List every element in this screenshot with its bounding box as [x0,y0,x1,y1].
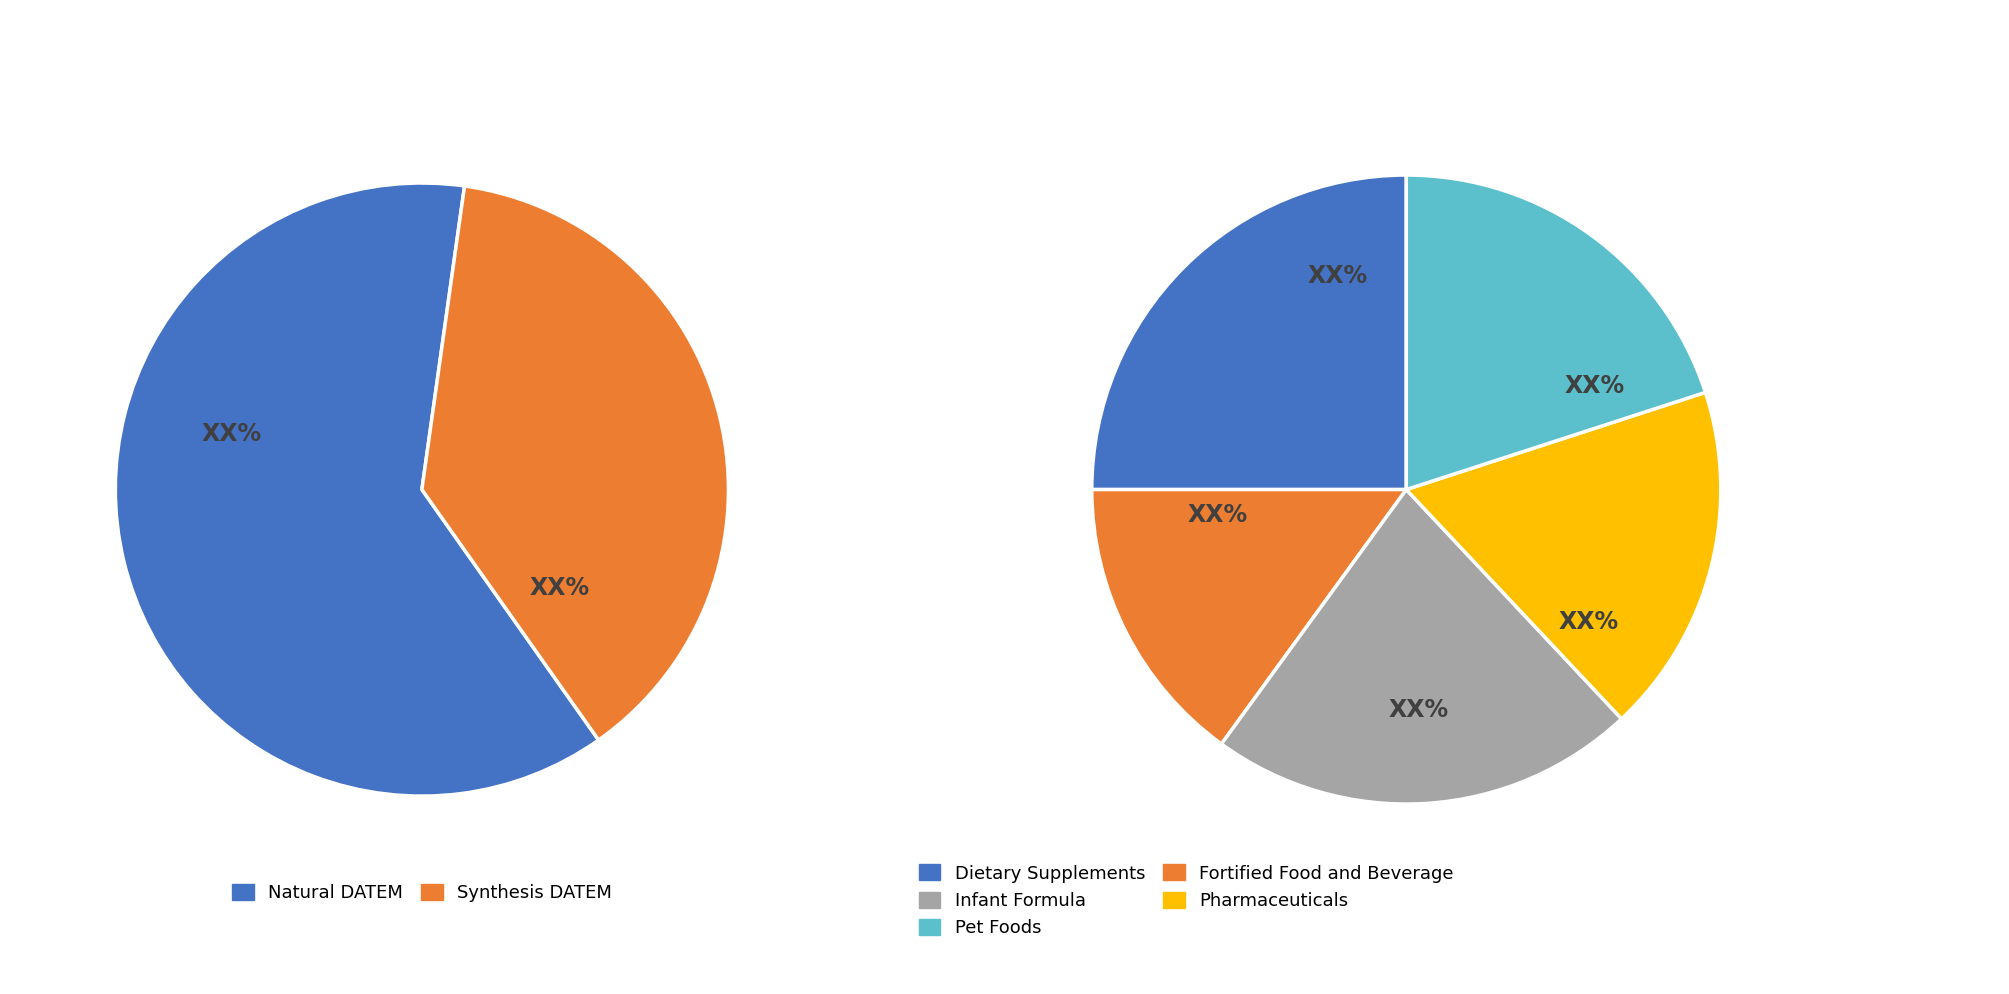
Text: Email: sales@theindustrystats.com: Email: sales@theindustrystats.com [812,943,1197,963]
Wedge shape [115,183,599,796]
Text: Source: Theindustrystats Analysis: Source: Theindustrystats Analysis [30,943,406,963]
Text: XX%: XX% [201,422,261,446]
Wedge shape [1406,175,1706,489]
Legend: Dietary Supplements, Infant Formula, Pet Foods, Fortified Food and Beverage, Pha: Dietary Supplements, Infant Formula, Pet… [912,857,1461,944]
Wedge shape [1406,393,1722,719]
Text: XX%: XX% [1187,503,1248,527]
Text: XX%: XX% [1565,374,1625,398]
Legend: Natural DATEM, Synthesis DATEM: Natural DATEM, Synthesis DATEM [225,877,619,910]
Text: Fig. Global DATEM Market Share by Product Types & Application: Fig. Global DATEM Market Share by Produc… [24,37,1029,65]
Text: Website: www.theindustrystats.com: Website: www.theindustrystats.com [1579,943,1979,963]
Text: XX%: XX% [1388,698,1448,722]
Wedge shape [1221,489,1621,804]
Wedge shape [1091,175,1406,489]
Text: XX%: XX% [1308,263,1368,287]
Wedge shape [422,186,729,741]
Wedge shape [1091,489,1406,744]
Text: XX%: XX% [1559,609,1619,633]
Text: XX%: XX% [530,576,591,599]
